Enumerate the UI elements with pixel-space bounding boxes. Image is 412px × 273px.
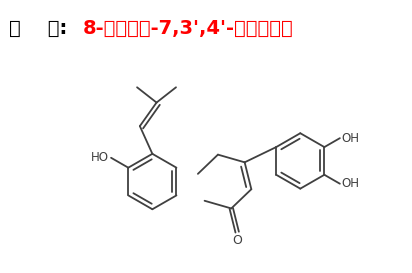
Text: O: O	[232, 234, 242, 247]
Text: HO: HO	[91, 151, 109, 164]
Text: OH: OH	[342, 132, 360, 145]
Text: OH: OH	[342, 177, 360, 190]
Text: 8-异戊烯基-7,3',4'-三羟基黄酮: 8-异戊烯基-7,3',4'-三羟基黄酮	[83, 19, 294, 38]
Text: 结    构:: 结 构:	[9, 19, 74, 38]
